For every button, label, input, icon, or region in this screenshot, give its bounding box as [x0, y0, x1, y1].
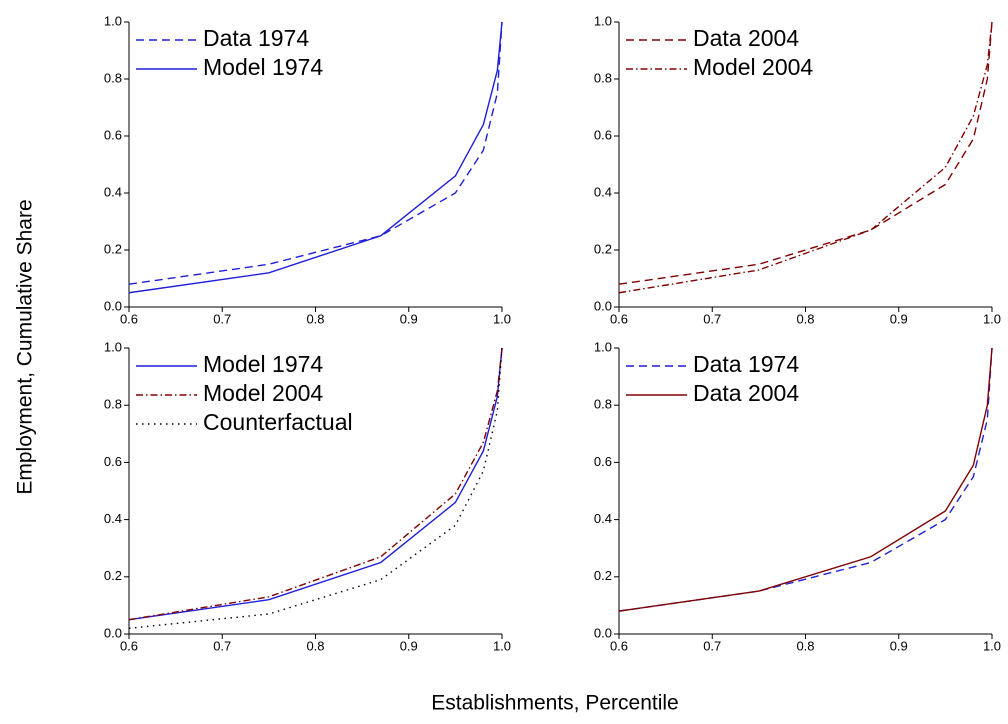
- y-tick-label: 0.6: [594, 127, 612, 142]
- y-tick-label: 0.4: [594, 511, 612, 526]
- x-tick-label: 0.6: [610, 311, 628, 326]
- x-tick-label: 0.9: [890, 638, 908, 653]
- y-tick-label: 0.4: [594, 184, 612, 199]
- series-line: [618, 21, 993, 285]
- y-tick-label: 0.8: [104, 70, 122, 85]
- y-tick-label: 0.6: [104, 454, 122, 469]
- y-tick-label: 1.0: [104, 339, 122, 354]
- x-tick-label: 0.9: [890, 311, 908, 326]
- x-tick-label: 0.7: [213, 311, 231, 326]
- y-tick-label: 0.2: [104, 568, 122, 583]
- y-tick-label: 0.2: [594, 241, 612, 256]
- y-tick-label: 0.2: [594, 568, 612, 583]
- y-tick-label: 1.0: [104, 13, 122, 28]
- y-tick-label: 0.8: [104, 397, 122, 412]
- legend-label: Model 1974: [203, 351, 323, 377]
- y-tick-label: 0.4: [104, 511, 122, 526]
- y-tick-label: 0.4: [104, 184, 122, 199]
- series-line: [128, 21, 503, 294]
- x-tick-label: 0.7: [703, 638, 721, 653]
- legend-label: Model 2004: [203, 380, 323, 406]
- x-tick-label: 1.0: [493, 638, 511, 653]
- x-tick-label: 0.9: [400, 638, 418, 653]
- series-line: [128, 347, 503, 621]
- legend-label: Model 2004: [693, 54, 813, 80]
- y-tick-label: 0.6: [104, 127, 122, 142]
- y-tick-label: 0.2: [104, 241, 122, 256]
- legend-label: Data 2004: [693, 380, 799, 406]
- y-axis-label: Employment, Cumulative Share: [14, 199, 37, 494]
- x-tick-label: 0.9: [400, 311, 418, 326]
- legend-label: Data 1974: [693, 351, 799, 377]
- series-line: [618, 347, 993, 612]
- y-tick-label: 1.0: [594, 339, 612, 354]
- legend-label: Counterfactual: [203, 409, 353, 435]
- series-line: [128, 347, 503, 621]
- x-tick-label: 0.6: [120, 311, 138, 326]
- x-tick-label: 1.0: [493, 311, 511, 326]
- series-line: [128, 21, 503, 285]
- y-tick-label: 0.8: [594, 397, 612, 412]
- series-line: [618, 347, 993, 612]
- y-tick-label: 0.0: [594, 625, 612, 640]
- x-tick-label: 0.7: [213, 638, 231, 653]
- x-tick-label: 0.8: [796, 638, 814, 653]
- x-tick-label: 0.6: [120, 638, 138, 653]
- x-tick-label: 1.0: [983, 638, 1001, 653]
- series-line: [618, 21, 993, 294]
- x-tick-label: 0.8: [306, 311, 324, 326]
- x-tick-label: 0.7: [703, 311, 721, 326]
- legend-label: Model 1974: [203, 54, 323, 80]
- y-tick-label: 1.0: [594, 13, 612, 28]
- x-tick-label: 0.8: [306, 638, 324, 653]
- x-tick-label: 0.8: [796, 311, 814, 326]
- x-tick-label: 1.0: [983, 311, 1001, 326]
- y-tick-label: 0.0: [104, 298, 122, 313]
- y-tick-label: 0.8: [594, 70, 612, 85]
- y-tick-label: 0.0: [104, 625, 122, 640]
- y-tick-label: 0.0: [594, 298, 612, 313]
- legend-label: Data 1974: [203, 25, 309, 51]
- y-tick-label: 0.6: [594, 454, 612, 469]
- legend-label: Data 2004: [693, 25, 799, 51]
- x-tick-label: 0.6: [610, 638, 628, 653]
- x-axis-label: Establishments, Percentile: [431, 692, 678, 715]
